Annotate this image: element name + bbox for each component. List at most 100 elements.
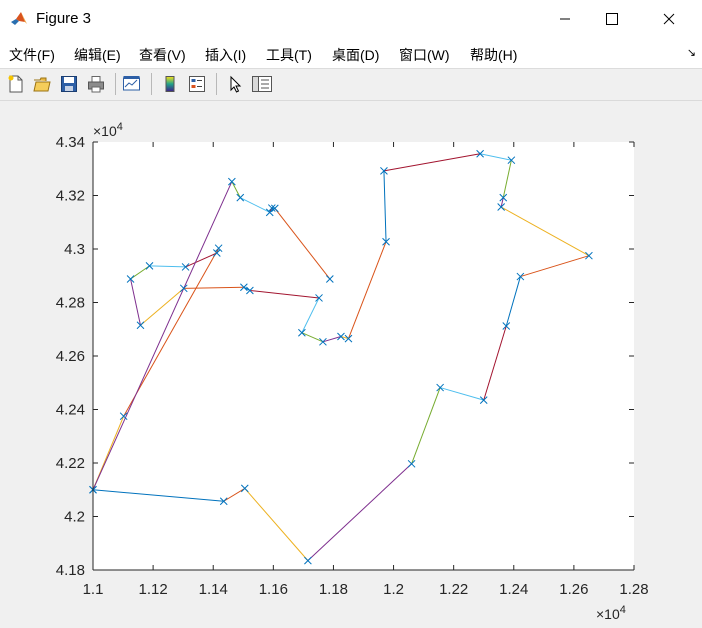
data-point-marker[interactable]	[497, 203, 506, 211]
route-segment[interactable]	[520, 255, 590, 278]
data-point-marker[interactable]	[246, 286, 254, 295]
data-point-marker[interactable]	[270, 204, 279, 213]
menu-view[interactable]: 查看(V)	[139, 47, 186, 63]
data-point-marker[interactable]	[212, 249, 221, 257]
data-point-marker[interactable]	[214, 244, 223, 253]
x-tick-label: 1.22	[439, 581, 468, 598]
data-point-marker[interactable]	[181, 263, 190, 271]
maximize-button[interactable]	[589, 0, 635, 38]
property-inspector-icon[interactable]	[251, 73, 273, 95]
route-segment[interactable]	[505, 276, 521, 327]
route-segment[interactable]	[231, 181, 241, 198]
menu-window[interactable]: 窗口(W)	[399, 47, 450, 63]
colorbar-icon[interactable]	[159, 73, 181, 95]
route-segment[interactable]	[130, 278, 141, 326]
link-plot-icon[interactable]	[121, 73, 143, 95]
y-tick-label: 4.24	[56, 402, 85, 419]
line-plot-chart[interactable]: 1.1 1.12 1.14 1.16 1.18 1.2 1.22 1.24 1.26 1.28 4.…	[0, 101, 702, 628]
data-point-marker[interactable]	[499, 193, 508, 202]
y-tick-label: 4.26	[56, 348, 85, 365]
pointer-icon[interactable]	[224, 73, 246, 95]
y-tick-label: 4.32	[56, 188, 85, 205]
data-point-marker[interactable]	[240, 283, 248, 292]
route-segment[interactable]	[301, 332, 324, 343]
menu-dock-arrow-icon[interactable]: ↘	[686, 47, 696, 59]
route-segment[interactable]	[123, 247, 220, 417]
route-segment[interactable]	[140, 287, 185, 326]
route-segment[interactable]	[130, 265, 150, 280]
data-point-marker[interactable]	[304, 556, 312, 565]
route-segment[interactable]	[240, 197, 270, 213]
data-point-marker[interactable]	[265, 208, 274, 217]
route-segment[interactable]	[92, 489, 224, 502]
data-point-marker[interactable]	[319, 337, 327, 346]
route-segment[interactable]	[307, 463, 412, 562]
route-segment[interactable]	[244, 488, 309, 561]
menu-file[interactable]: 文件(F)	[9, 47, 55, 63]
data-point-marker[interactable]	[126, 275, 135, 283]
data-point-marker[interactable]	[585, 251, 593, 260]
close-button[interactable]	[646, 0, 692, 38]
data-point-marker[interactable]	[436, 383, 444, 392]
data-point-marker[interactable]	[240, 484, 249, 493]
route-segment[interactable]	[500, 206, 590, 257]
data-point-marker[interactable]	[179, 284, 188, 293]
legend-icon[interactable]	[186, 73, 208, 95]
print-icon[interactable]	[85, 73, 107, 95]
save-icon[interactable]	[58, 73, 80, 95]
route-segment[interactable]	[149, 265, 186, 268]
menu-edit[interactable]: 编辑(E)	[74, 47, 121, 63]
data-point-marker[interactable]	[407, 459, 416, 468]
close-icon	[663, 13, 675, 25]
route-segment[interactable]	[348, 241, 387, 339]
route-segment[interactable]	[223, 487, 246, 502]
data-point-marker[interactable]	[380, 167, 388, 175]
route-segment[interactable]	[301, 297, 320, 333]
minimize-icon	[560, 18, 570, 20]
data-point-marker[interactable]	[315, 294, 323, 302]
route-segment[interactable]	[440, 387, 484, 401]
data-point-marker[interactable]	[479, 396, 488, 404]
new-figure-icon[interactable]	[5, 73, 27, 95]
data-point-marker[interactable]	[344, 334, 353, 343]
route-segment[interactable]	[411, 387, 441, 464]
data-point-marker[interactable]	[516, 272, 525, 281]
data-point-marker[interactable]	[476, 149, 484, 158]
data-point-marker[interactable]	[219, 497, 228, 506]
route-segment[interactable]	[483, 325, 507, 401]
route-segment[interactable]	[383, 170, 387, 242]
figure-toolbar	[0, 69, 702, 101]
data-point-marker[interactable]	[145, 261, 154, 270]
x-axis-exponent-label: ×104	[596, 604, 626, 622]
y-tick-label: 4.18	[56, 562, 85, 579]
menu-tools[interactable]: 工具(T)	[266, 47, 312, 63]
data-point-marker[interactable]	[136, 321, 145, 330]
open-file-icon[interactable]	[31, 73, 53, 95]
data-point-marker[interactable]	[337, 332, 345, 341]
x-tick-label: 1.12	[139, 581, 168, 598]
menu-help[interactable]: 帮助(H)	[470, 47, 518, 63]
minimize-button[interactable]	[542, 0, 588, 38]
route-segment[interactable]	[322, 335, 342, 343]
data-point-marker[interactable]	[382, 237, 390, 246]
menu-insert[interactable]: 插入(I)	[205, 47, 247, 63]
data-point-marker[interactable]	[236, 193, 245, 202]
data-point-marker[interactable]	[502, 322, 511, 330]
route-segment[interactable]	[502, 160, 512, 198]
data-point-marker[interactable]	[267, 204, 276, 212]
route-segment[interactable]	[480, 153, 512, 161]
route-segment[interactable]	[185, 252, 218, 268]
route-segment[interactable]	[274, 208, 331, 280]
route-segment[interactable]	[183, 286, 244, 289]
data-point-marker[interactable]	[228, 177, 236, 186]
data-point-marker[interactable]	[119, 412, 128, 421]
data-point-marker[interactable]	[298, 328, 306, 337]
route-segment[interactable]	[383, 153, 481, 172]
route-segment[interactable]	[500, 197, 504, 208]
route-segment[interactable]	[92, 181, 233, 490]
data-point-marker[interactable]	[325, 275, 334, 283]
menu-desktop[interactable]: 桌面(D)	[332, 47, 380, 63]
route-segment[interactable]	[340, 335, 349, 340]
data-point-marker[interactable]	[507, 156, 516, 165]
route-segment[interactable]	[249, 289, 320, 299]
